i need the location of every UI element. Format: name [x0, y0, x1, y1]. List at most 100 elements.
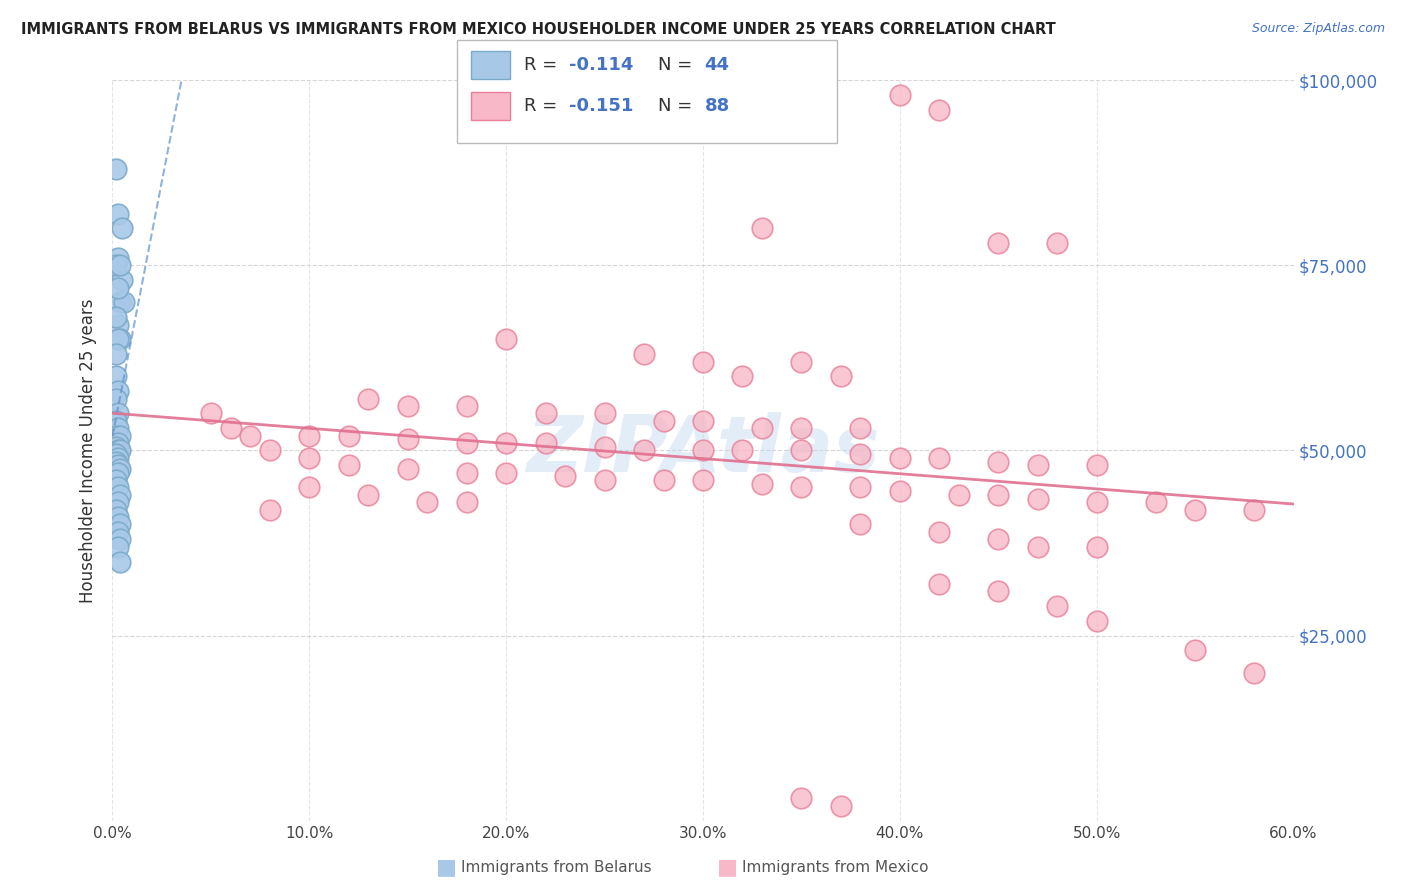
Point [652, 414, 675, 428]
Point [107, 524, 129, 539]
Point [692, 414, 714, 428]
Text: ZIPAtlas: ZIPAtlas [526, 412, 880, 489]
Point [110, 443, 132, 458]
Point [849, 517, 872, 532]
Point [107, 480, 129, 494]
Point [1184, 643, 1206, 657]
Point [110, 462, 132, 476]
Point [1144, 495, 1167, 509]
Point [987, 533, 1010, 547]
Point [554, 469, 576, 483]
Point [105, 414, 128, 428]
Point [790, 791, 813, 805]
Text: 88: 88 [704, 97, 730, 115]
Point [105, 258, 128, 272]
Point [456, 399, 478, 413]
Point [259, 502, 281, 516]
Point [107, 206, 129, 220]
Point [593, 440, 616, 454]
Point [259, 443, 281, 458]
Text: N =: N = [658, 97, 697, 115]
Point [652, 473, 675, 487]
Point [105, 447, 128, 461]
Point [107, 436, 129, 450]
Point [111, 273, 134, 287]
Point [987, 454, 1010, 468]
Point [849, 480, 872, 494]
Point [948, 488, 970, 502]
Point [593, 473, 616, 487]
Text: -0.114: -0.114 [569, 56, 634, 74]
Point [107, 450, 129, 465]
Point [107, 540, 129, 554]
Point [987, 488, 1010, 502]
Point [396, 399, 419, 413]
Point [928, 524, 950, 539]
Point [1085, 495, 1108, 509]
Point [107, 421, 129, 435]
Text: -0.151: -0.151 [569, 97, 634, 115]
Point [416, 495, 439, 509]
Point [928, 576, 950, 591]
Point [928, 450, 950, 465]
Point [110, 332, 132, 346]
Point [830, 798, 852, 813]
Point [928, 103, 950, 117]
Point [111, 221, 134, 235]
Point [107, 458, 129, 473]
Point [107, 251, 129, 265]
Point [110, 533, 132, 547]
Point [107, 318, 129, 332]
Point [1085, 540, 1108, 554]
Point [105, 440, 128, 454]
Text: Source: ZipAtlas.com: Source: ZipAtlas.com [1251, 22, 1385, 36]
Point [105, 428, 128, 442]
Point [200, 407, 222, 421]
Point [692, 473, 714, 487]
Point [105, 369, 128, 384]
Point [790, 443, 813, 458]
Point [107, 332, 129, 346]
Point [396, 462, 419, 476]
Point [107, 384, 129, 399]
Point [1243, 502, 1265, 516]
Point [107, 407, 129, 421]
Point [1085, 614, 1108, 628]
Point [534, 436, 557, 450]
Point [790, 480, 813, 494]
Point [105, 392, 128, 406]
Point [105, 454, 128, 468]
Point [751, 476, 773, 491]
Point [337, 428, 360, 442]
Point [692, 443, 714, 458]
Text: R =: R = [524, 56, 564, 74]
Point [495, 466, 517, 480]
Point [849, 421, 872, 435]
Point [633, 347, 655, 361]
Point [456, 495, 478, 509]
Point [107, 443, 129, 458]
Y-axis label: Householder Income Under 25 years: Householder Income Under 25 years [79, 298, 97, 603]
Point [298, 428, 321, 442]
Point [298, 480, 321, 494]
Point [849, 447, 872, 461]
Point [105, 162, 128, 177]
Text: N =: N = [658, 56, 697, 74]
Point [534, 407, 557, 421]
Point [107, 466, 129, 480]
Point [987, 236, 1010, 251]
Point [889, 450, 911, 465]
Point [357, 488, 380, 502]
Point [219, 421, 242, 435]
Point [889, 484, 911, 499]
Point [110, 295, 132, 310]
Point [692, 354, 714, 368]
Point [830, 369, 852, 384]
Point [1243, 665, 1265, 680]
Text: 44: 44 [704, 56, 730, 74]
Point [633, 443, 655, 458]
Text: R =: R = [524, 97, 564, 115]
Point [107, 495, 129, 509]
Point [107, 280, 129, 294]
Point [790, 354, 813, 368]
